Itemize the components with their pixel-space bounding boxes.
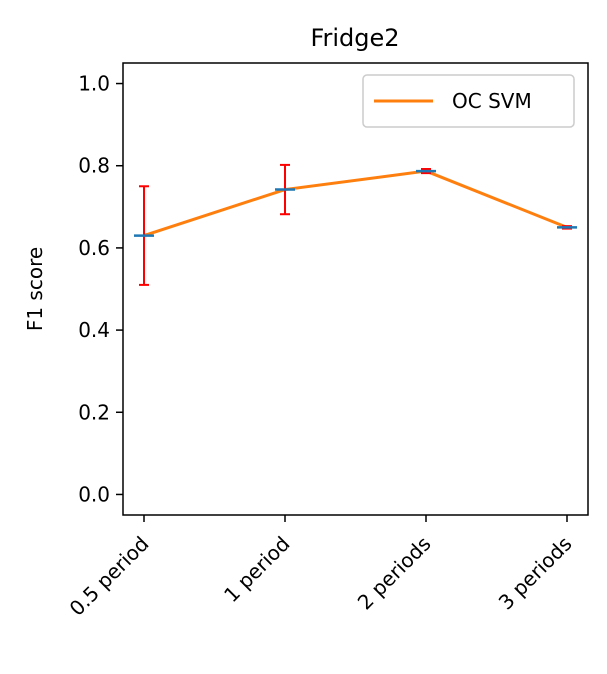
y-tick-label: 0.4 [78,318,110,342]
y-axis: 0.0 0.2 0.4 0.6 0.8 1.0 [78,72,123,506]
x-tick-label: 1 period [219,532,295,608]
chart-title: Fridge2 [310,24,399,52]
y-tick-label: 0.6 [78,236,110,260]
x-axis: 0.5 period 1 period 2 periods 3 periods [65,515,577,621]
series-line-oc-svm [143,169,568,238]
legend: OC SVM [362,74,575,128]
errorbar [416,168,436,175]
y-tick-label: 0.8 [78,154,110,178]
plot-area [122,62,589,516]
y-axis-label: F1 score [23,247,47,331]
legend-box [362,74,575,128]
series-layer [134,163,577,286]
y-tick-label: 0.2 [78,400,110,424]
legend-label-oc-svm: OC SVM [452,89,532,113]
y-tick-label: 0.0 [78,482,110,506]
x-tick-label: 0.5 period [65,532,154,621]
errorbar [275,163,295,216]
x-tick-label: 3 periods [494,532,577,615]
errorbar [134,185,154,286]
x-tick-label: 2 periods [353,532,436,615]
errorbar [557,225,577,230]
y-tick-label: 1.0 [78,72,110,96]
